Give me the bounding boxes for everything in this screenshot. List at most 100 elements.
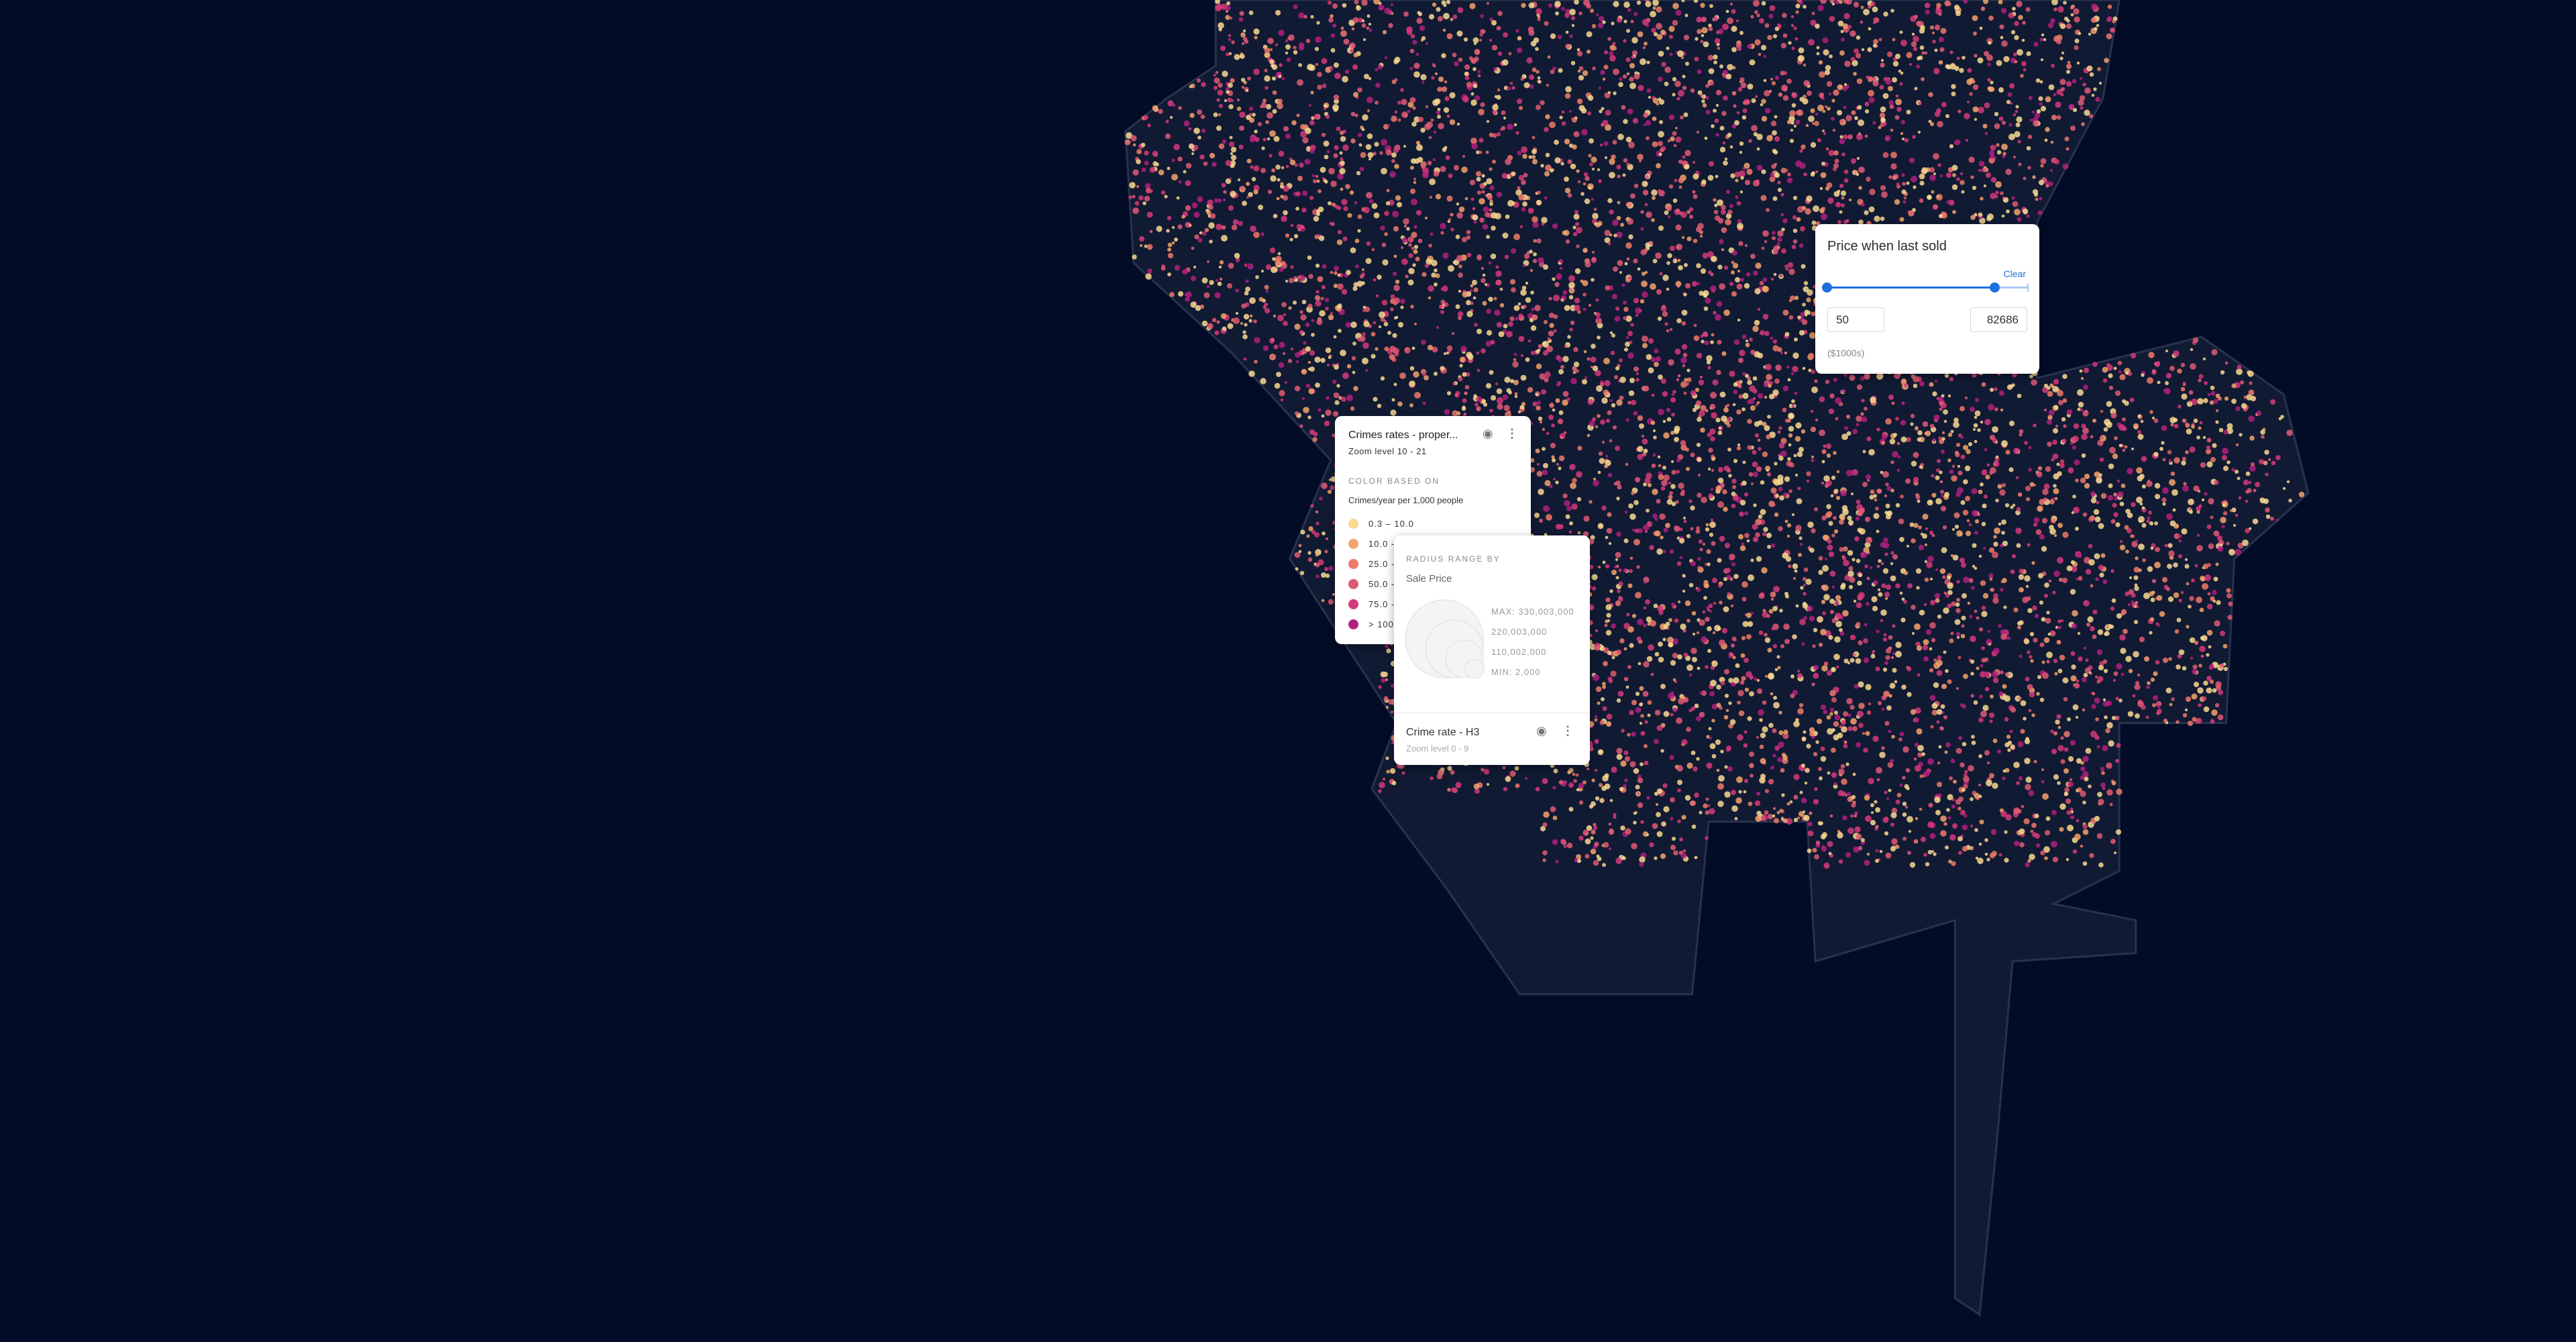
crime-point (1373, 212, 1380, 219)
crime-point (1330, 485, 1335, 491)
crime-point (2053, 484, 2057, 488)
crime-point (2122, 448, 2126, 452)
crime-point (1792, 366, 1799, 372)
crime-point (1748, 574, 1754, 581)
crime-point (1717, 340, 1722, 345)
crime-point (1867, 47, 1872, 52)
crime-point (1963, 479, 1968, 484)
crime-point (1721, 111, 1727, 116)
crime-point (1819, 776, 1823, 780)
crime-point (1786, 802, 1790, 806)
crime-point (1623, 676, 1629, 682)
crime-point (1761, 99, 1766, 104)
crime-point (1627, 401, 1631, 405)
crime-point (1701, 27, 1708, 34)
crime-point (1826, 182, 1833, 189)
crime-point (2177, 368, 2182, 374)
crime-point (1513, 234, 1520, 240)
crime-point (1631, 50, 1638, 56)
crime-point (1530, 40, 1537, 47)
crime-point (2208, 645, 2212, 649)
crime-point (1902, 200, 1907, 204)
crime-point (2108, 385, 2114, 391)
crime-point (1165, 133, 1171, 140)
crime-point (1538, 488, 1544, 495)
crime-point (1799, 447, 1804, 452)
crime-point (1854, 811, 1858, 815)
crime-point (1764, 90, 1770, 97)
crime-point (1360, 152, 1366, 158)
crime-point (1293, 46, 1297, 50)
crime-point (1727, 64, 1733, 70)
crime-point (1782, 407, 1787, 413)
crime-point (1539, 519, 1543, 523)
crime-point (2013, 607, 2019, 613)
crime-point (1835, 621, 1842, 627)
crime-point (1980, 420, 1984, 424)
crime-point (1978, 554, 1982, 558)
crime-point (1601, 697, 1605, 701)
crime-point (1566, 506, 1572, 511)
crime-point (1542, 858, 1546, 862)
crime-point (1293, 301, 1297, 305)
crime-point (1814, 379, 1818, 383)
crime-point (1734, 120, 1739, 125)
crime-point (2000, 36, 2004, 40)
crime-point (1828, 150, 1835, 156)
crime-point (2096, 680, 2100, 684)
crime-point (1915, 495, 1921, 500)
crime-point (1955, 602, 1960, 607)
crime-point (1939, 47, 1945, 52)
crime-point (1253, 189, 1258, 195)
crime-point (1927, 758, 1934, 765)
crime-point (1788, 433, 1793, 438)
crime-point (2016, 507, 2021, 512)
crime-point (1464, 64, 1470, 70)
crime-point (2046, 611, 2050, 615)
crime-point (2133, 575, 2139, 580)
crime-point (1791, 399, 1795, 403)
crime-point (1625, 828, 1631, 835)
crime-point (1973, 32, 1977, 36)
crime-point (2070, 810, 2074, 814)
crime-point (1368, 199, 1374, 204)
crime-point (1762, 726, 1768, 733)
crime-point (1203, 161, 1208, 166)
crime-point (1350, 138, 1356, 144)
crime-point (1623, 750, 1629, 756)
crime-point (1550, 168, 1554, 172)
crime-point (1876, 427, 1880, 431)
crime-point (2075, 527, 2079, 531)
crime-point (1371, 354, 1376, 359)
crime-point (1874, 800, 1878, 804)
crime-point (1522, 201, 1527, 207)
crime-point (1136, 149, 1142, 154)
crime-point (2039, 197, 2043, 201)
crime-point (1437, 87, 1442, 92)
crime-point (1905, 768, 1911, 773)
crime-point (2209, 400, 2214, 405)
crime-point (2049, 168, 2053, 172)
crime-point (1183, 120, 1190, 127)
crime-point (1773, 586, 1780, 592)
crime-point (2072, 445, 2077, 450)
crime-point (1719, 535, 1725, 542)
crime-point (1544, 127, 1549, 132)
crime-point (1616, 215, 1621, 221)
crime-point (1871, 596, 1878, 603)
crime-point (1216, 125, 1222, 131)
crime-point (1864, 101, 1870, 107)
crime-point (1744, 533, 1750, 538)
crime-point (1718, 426, 1722, 430)
crime-point (1285, 134, 1291, 139)
crime-point (1608, 541, 1612, 546)
crime-point (1708, 68, 1715, 74)
crime-point (1866, 75, 1870, 79)
crime-point (1652, 0, 1659, 6)
crime-point (1754, 433, 1760, 438)
crime-point (1892, 624, 1896, 628)
crime-point (2214, 480, 2219, 485)
crime-point (2231, 468, 2235, 472)
crime-point (1628, 234, 1633, 240)
